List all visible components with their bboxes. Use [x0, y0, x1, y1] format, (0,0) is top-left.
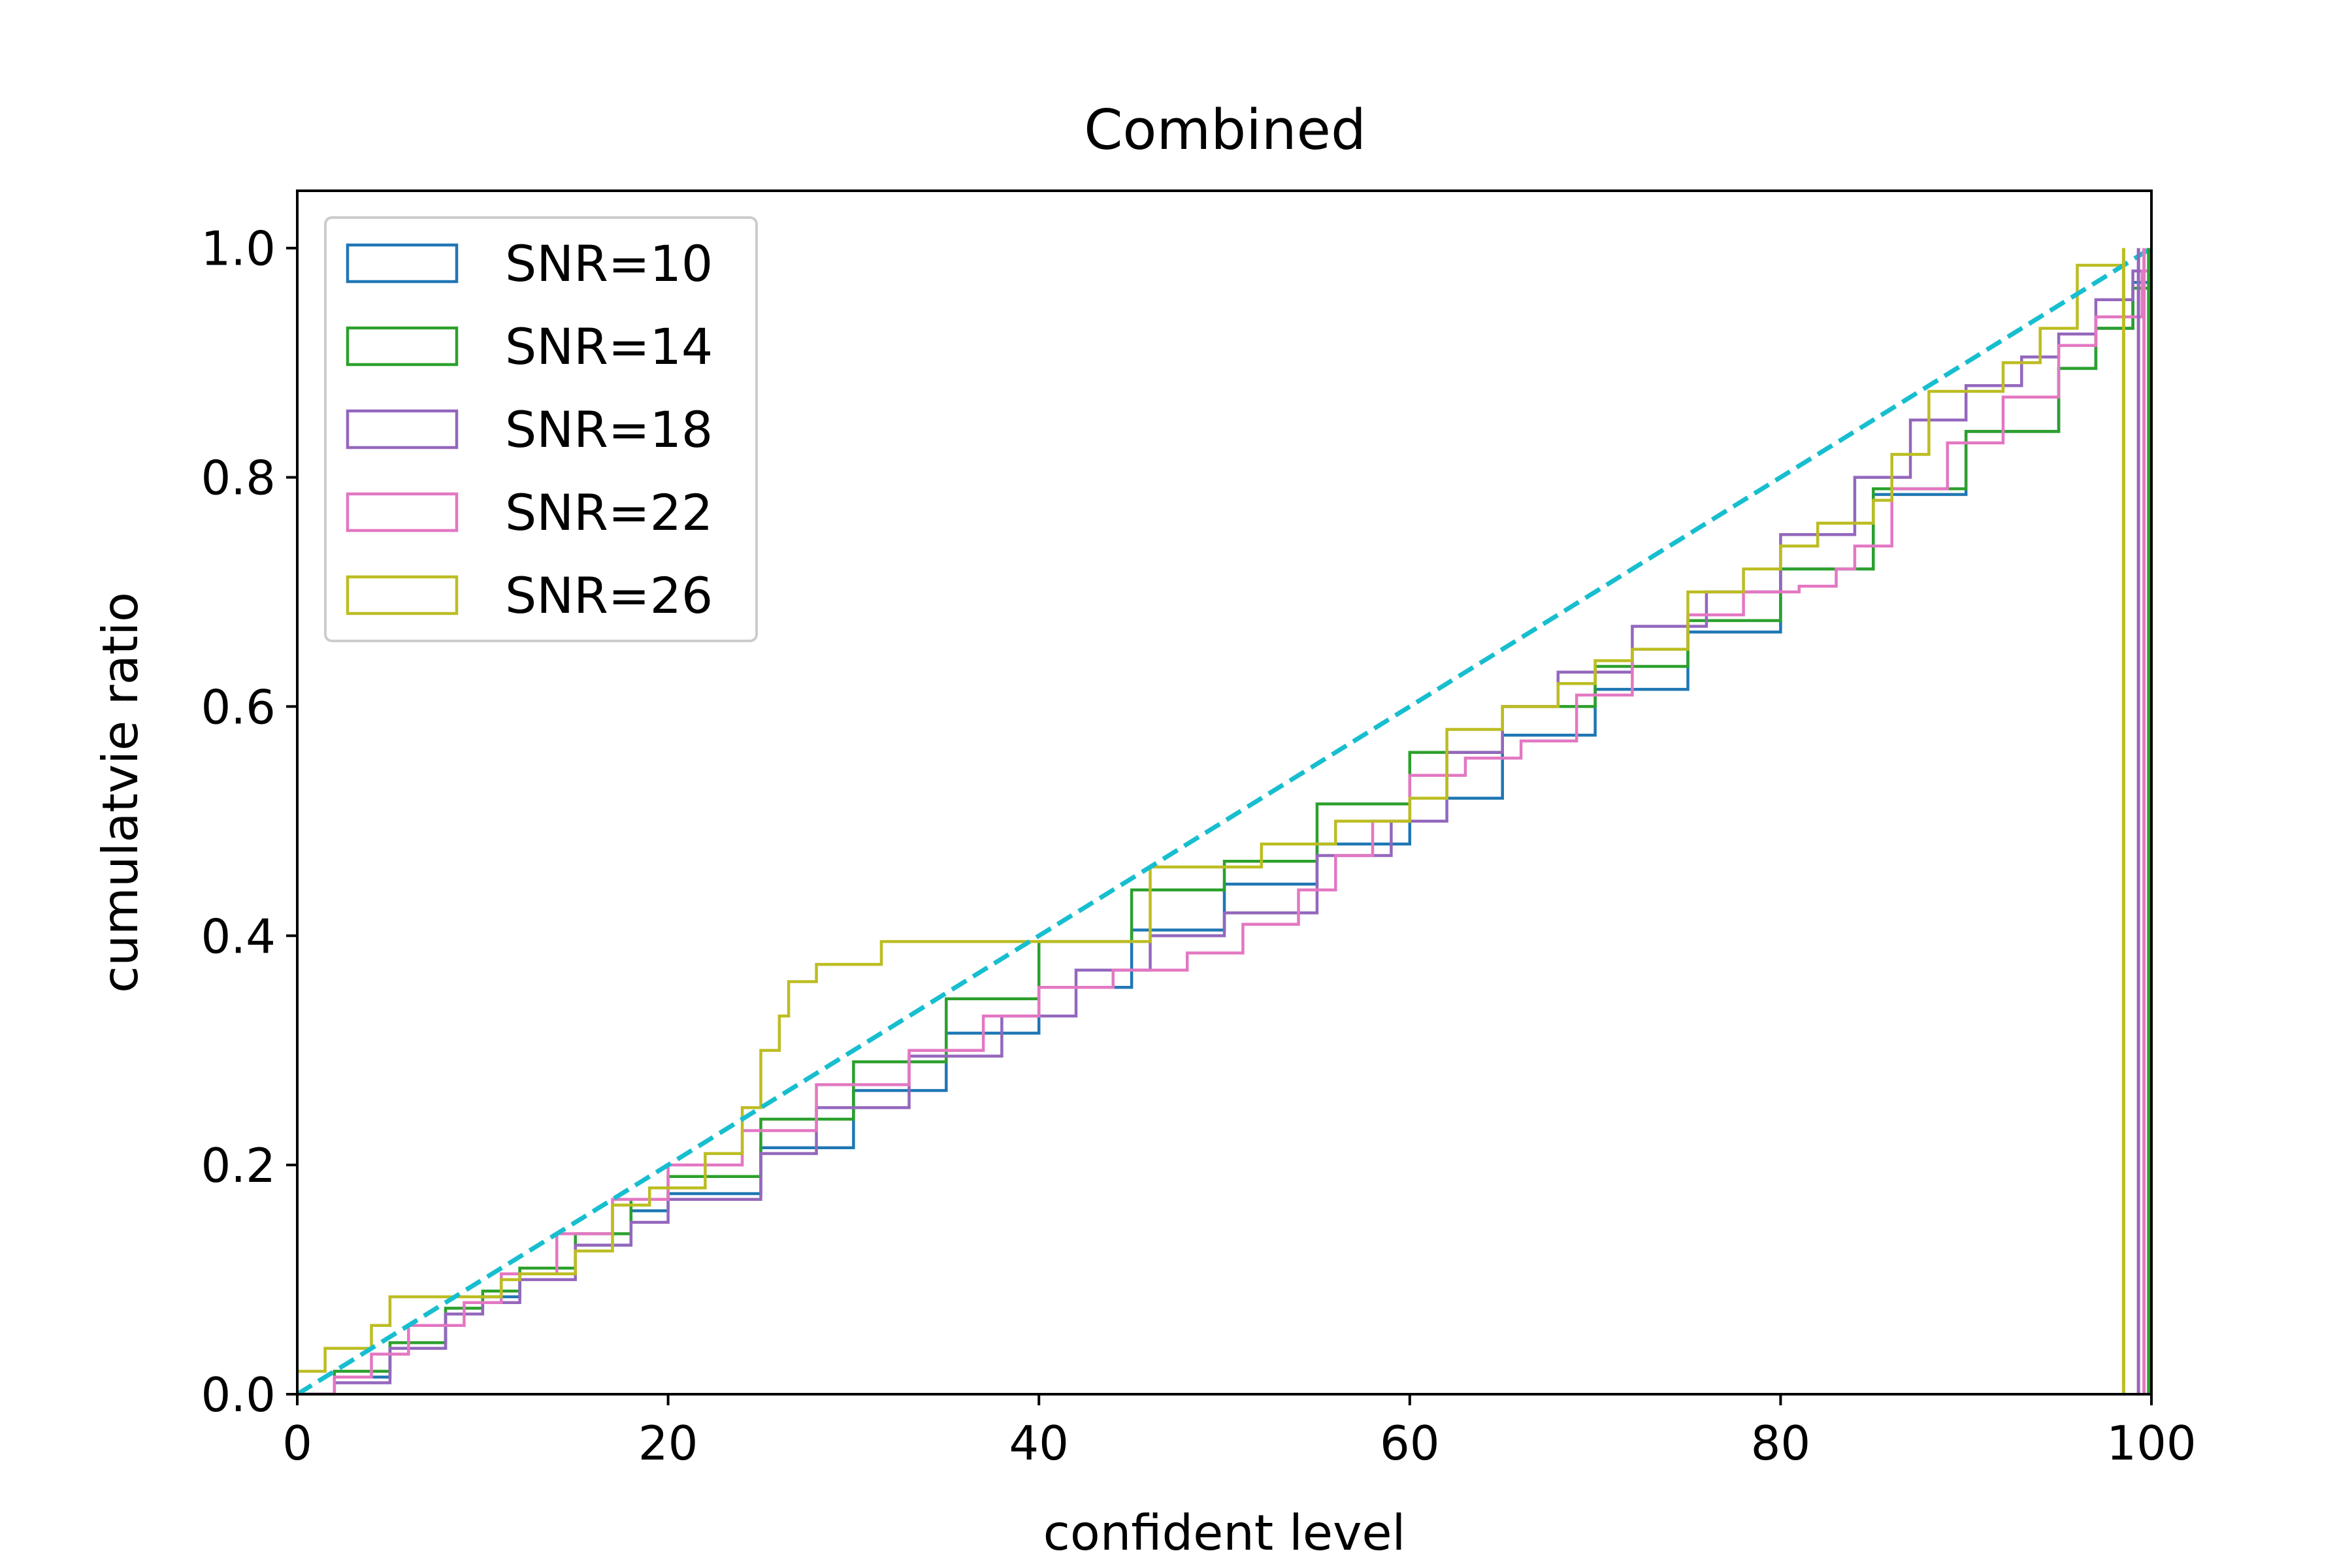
- y-tick-label: 0.0: [201, 1367, 276, 1422]
- legend-frame: [324, 216, 758, 642]
- legend-swatch: [346, 243, 459, 284]
- series-line-snr-14: [297, 248, 2151, 1394]
- y-tick-label: 0.6: [201, 679, 276, 734]
- plot-frame: [296, 189, 2153, 1396]
- x-axis: 0 20 40 60 80 100: [282, 1394, 2197, 1471]
- legend-swatch: [346, 575, 459, 615]
- x-tick-label: 0: [282, 1416, 312, 1471]
- legend-label: SNR=26: [505, 566, 713, 625]
- legend-label: SNR=10: [505, 235, 713, 293]
- chart-title: Combined: [1084, 98, 1366, 163]
- vertical-lines-layer: [2121, 248, 2151, 1394]
- series-line-snr-26: [297, 248, 2125, 1373]
- legend-label: SNR=18: [505, 400, 713, 459]
- legend-label: SNR=22: [505, 483, 713, 542]
- x-tick-label: 100: [2106, 1416, 2196, 1471]
- x-tick-label: 40: [1009, 1416, 1069, 1471]
- y-tick-label: 0.2: [201, 1138, 276, 1193]
- y-tick-label: 0.8: [201, 451, 276, 506]
- series-line-snr-18: [297, 248, 2151, 1394]
- y-tick-label: 0.4: [201, 909, 276, 964]
- legend-swatch: [346, 409, 459, 449]
- legend-label: SNR=14: [505, 318, 713, 376]
- x-tick-label: 60: [1380, 1416, 1440, 1471]
- reference-diagonal-line: [297, 246, 2151, 1394]
- legend-swatch: [346, 326, 459, 367]
- legend: SNR=10 SNR=14 SNR=18 SNR=22 SNR=26: [324, 216, 758, 642]
- series-layer: [297, 246, 2151, 1394]
- y-tick-label: 1.0: [201, 221, 276, 276]
- x-tick-label: 20: [638, 1416, 698, 1471]
- legend-swatch: [346, 492, 459, 532]
- x-tick-label: 80: [1751, 1416, 1811, 1471]
- x-axis-label: confident level: [1043, 1504, 1406, 1561]
- y-axis-label: cumulatvie ratio: [91, 592, 149, 993]
- y-axis: 0.0 0.2 0.4 0.6 0.8 1.0: [201, 221, 297, 1422]
